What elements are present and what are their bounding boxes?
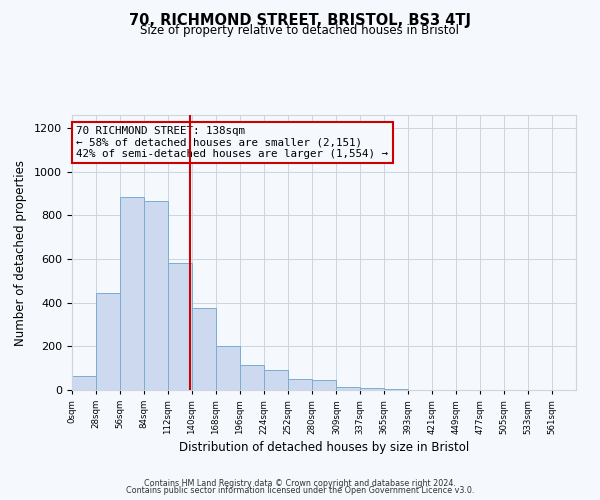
Bar <box>120 197 144 390</box>
Text: Contains public sector information licensed under the Open Government Licence v3: Contains public sector information licen… <box>126 486 474 495</box>
Bar <box>337 386 361 390</box>
Bar <box>216 346 240 390</box>
Text: 70, RICHMOND STREET, BRISTOL, BS3 4TJ: 70, RICHMOND STREET, BRISTOL, BS3 4TJ <box>129 12 471 28</box>
Text: Size of property relative to detached houses in Bristol: Size of property relative to detached ho… <box>140 24 460 37</box>
Bar <box>72 376 96 390</box>
Y-axis label: Number of detached properties: Number of detached properties <box>14 160 27 346</box>
Bar <box>240 365 263 390</box>
Bar <box>168 264 192 390</box>
Bar <box>144 201 168 390</box>
Bar <box>192 308 216 390</box>
Bar <box>311 380 337 390</box>
Bar <box>96 293 120 390</box>
X-axis label: Distribution of detached houses by size in Bristol: Distribution of detached houses by size … <box>179 441 469 454</box>
Bar <box>287 379 311 390</box>
Text: 70 RICHMOND STREET: 138sqm
← 58% of detached houses are smaller (2,151)
42% of s: 70 RICHMOND STREET: 138sqm ← 58% of deta… <box>76 126 388 159</box>
Bar <box>361 388 385 390</box>
Bar <box>263 370 287 390</box>
Text: Contains HM Land Registry data © Crown copyright and database right 2024.: Contains HM Land Registry data © Crown c… <box>144 478 456 488</box>
